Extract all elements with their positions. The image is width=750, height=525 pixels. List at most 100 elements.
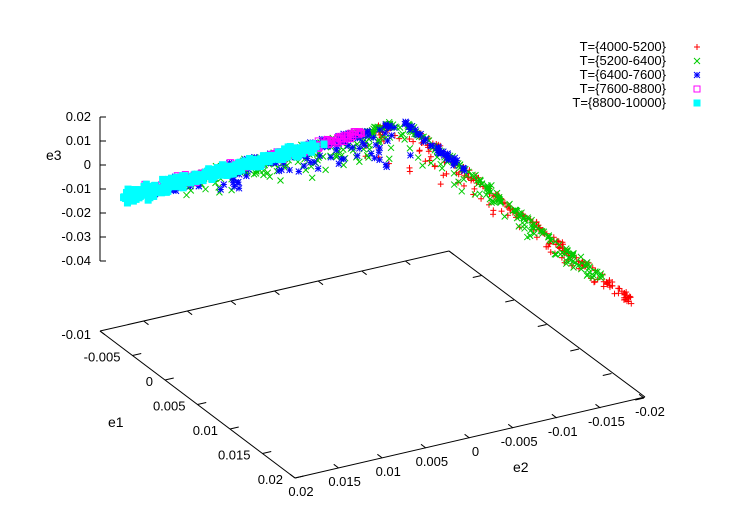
data-point <box>585 268 593 276</box>
data-point <box>530 230 538 238</box>
z-tick-label: 0.02 <box>66 109 91 124</box>
data-point <box>402 119 410 127</box>
x-tick-mark-far <box>570 348 580 352</box>
data-point <box>528 221 536 229</box>
data-point <box>518 209 525 217</box>
data-point <box>239 160 247 168</box>
data-point <box>406 164 413 171</box>
data-point <box>355 131 363 139</box>
data-point <box>511 206 519 214</box>
data-point <box>340 138 348 146</box>
data-point <box>382 161 390 169</box>
data-point <box>615 290 622 297</box>
data-point <box>545 232 553 239</box>
data-point <box>425 148 432 155</box>
data-point <box>277 177 284 184</box>
y-tick-label: 0.01 <box>376 464 401 479</box>
x-tick-mark-far <box>472 275 482 278</box>
x-tick-label: 0.005 <box>153 399 186 414</box>
x-tick-mark-far <box>505 299 515 303</box>
legend-marker <box>693 71 701 79</box>
data-point <box>237 166 245 174</box>
data-point <box>308 174 316 182</box>
z-tick-labels: 0.02 0.01 0 -0.01 -0.02 -0.03 -0.04 <box>61 109 91 268</box>
data-point <box>286 166 293 174</box>
data-point <box>303 147 311 155</box>
data-point <box>495 193 503 201</box>
x-tick-labels: -0.005 00.005 0.010.015 0.02 <box>84 350 283 488</box>
data-point <box>278 166 285 174</box>
data-point <box>232 161 240 169</box>
data-point <box>388 132 396 139</box>
legend: T={4000-5200}T={5200-6400}T={6400-7600}T… <box>572 39 701 110</box>
data-point <box>445 156 452 164</box>
data-point <box>228 186 235 194</box>
data-point <box>376 144 383 152</box>
data-point <box>591 279 598 286</box>
data-point <box>306 159 314 166</box>
data-point <box>381 129 389 137</box>
data-point <box>416 148 423 155</box>
data-point <box>622 296 629 303</box>
y-tick-label: 0.02 <box>288 484 313 499</box>
data-point <box>528 216 535 224</box>
data-point <box>443 170 450 177</box>
y-tick-label: 0 <box>472 444 479 459</box>
data-point <box>264 169 272 177</box>
data-point <box>586 263 594 271</box>
data-point <box>371 123 378 131</box>
x-tick-label: 0.01 <box>193 423 218 438</box>
data-point <box>620 296 627 303</box>
z-tick-label: 0.01 <box>66 133 91 148</box>
data-point <box>251 156 259 164</box>
data-point <box>577 265 585 273</box>
data-point <box>235 184 243 192</box>
data-point <box>523 233 531 241</box>
y-tick-mark <box>507 423 514 429</box>
data-point <box>367 150 375 157</box>
data-point <box>609 279 616 286</box>
x-tick-mark-far <box>602 373 612 376</box>
data-point <box>474 177 481 184</box>
x-tick-mark <box>132 353 142 356</box>
data-point <box>266 173 274 181</box>
base-edge-front <box>294 396 646 479</box>
data-point <box>387 144 395 152</box>
data-point <box>173 177 181 185</box>
x-tick-mark <box>164 377 174 381</box>
data-point <box>414 154 422 161</box>
data-point <box>450 181 458 188</box>
data-point <box>322 166 329 174</box>
data-point <box>437 181 444 188</box>
data-point <box>353 152 361 160</box>
y-tick-mark <box>377 453 383 459</box>
data-point <box>220 181 228 188</box>
data-point <box>444 151 452 159</box>
x-tick-mark <box>262 451 272 454</box>
y-tick-mark-far <box>186 310 193 316</box>
data-point <box>600 278 607 285</box>
data-point <box>501 199 508 206</box>
data-point <box>431 163 438 170</box>
legend-marker <box>694 44 700 50</box>
data-point <box>427 153 434 160</box>
data-point <box>460 175 468 183</box>
data-point <box>451 157 459 165</box>
legend-marker <box>693 85 701 93</box>
data-point <box>370 134 377 141</box>
data-point <box>461 167 468 175</box>
data-point <box>356 158 363 166</box>
data-point <box>591 268 599 276</box>
data-point <box>361 141 369 149</box>
data-point <box>375 136 383 144</box>
y-tick-mark-far <box>143 320 149 326</box>
tick-marks <box>99 116 645 479</box>
data-point <box>575 261 583 269</box>
data-point <box>390 124 398 131</box>
data-point <box>164 177 172 185</box>
data-point <box>143 185 151 193</box>
data-point <box>537 227 545 235</box>
y-tick-label: -0.015 <box>588 414 625 429</box>
legend-label: T={4000-5200} <box>580 39 667 54</box>
data-point <box>515 213 523 220</box>
